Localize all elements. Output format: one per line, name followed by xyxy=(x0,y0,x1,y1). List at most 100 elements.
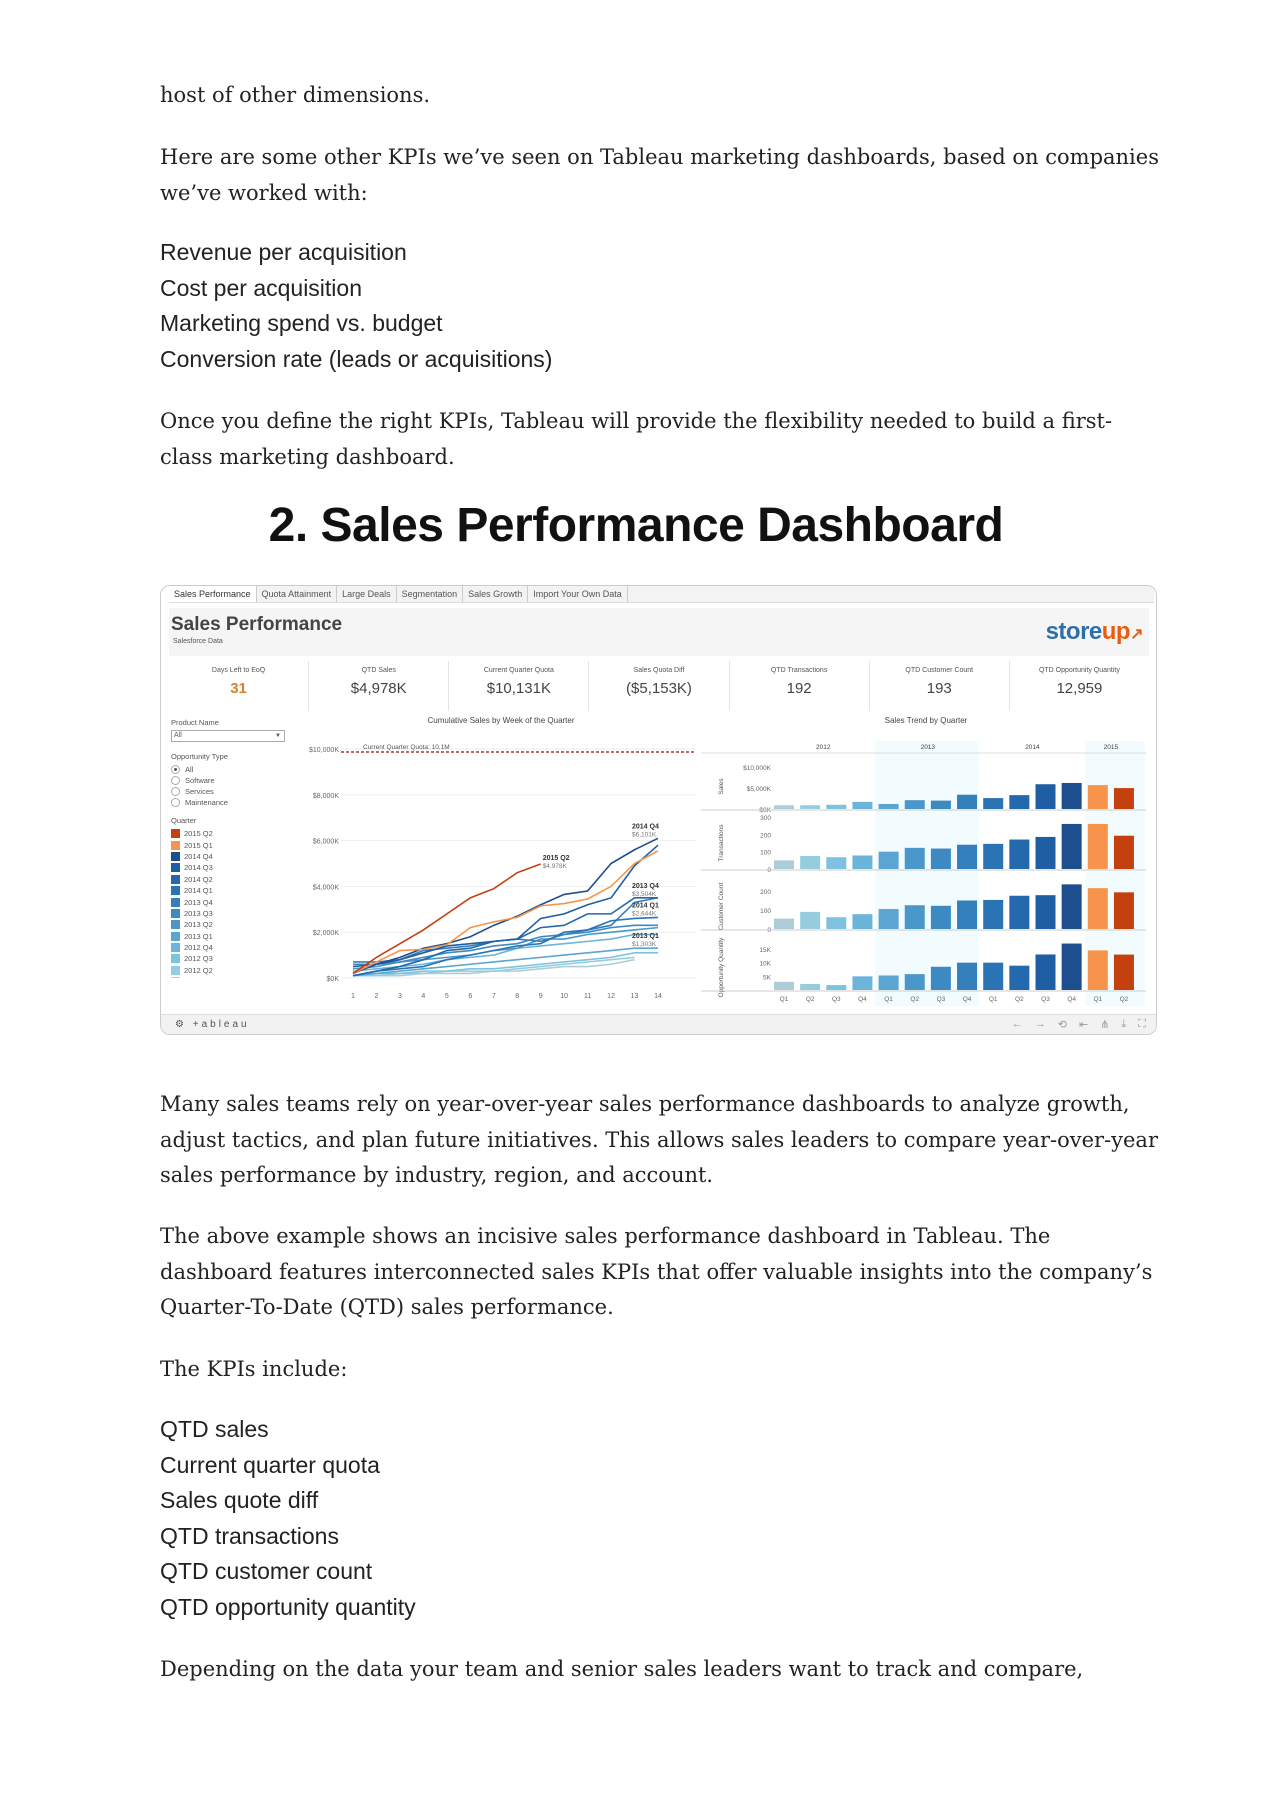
y-tick-label: $0K xyxy=(327,976,340,983)
bar-transactions xyxy=(774,860,794,869)
y-tick-label: $6,000K xyxy=(313,839,339,846)
legend-item[interactable]: 2015 Q2 xyxy=(171,828,306,839)
tab-sales-performance[interactable]: Sales Performance xyxy=(169,586,257,602)
radio-icon xyxy=(171,798,180,807)
bar-sales xyxy=(1061,782,1082,809)
y-tick-label: $2,000K xyxy=(313,930,339,937)
bar-transactions xyxy=(930,848,951,869)
x-tick-label: 8 xyxy=(515,993,519,1000)
radio-icon xyxy=(171,776,180,785)
tab-quota-attainment[interactable]: Quota Attainment xyxy=(257,586,338,602)
fullscreen-icon[interactable]: ⛶ xyxy=(1138,1018,1146,1030)
annotation-label: 2013 Q1 xyxy=(632,933,659,940)
bar-transactions xyxy=(983,843,1004,869)
x-tick-label: Q1 xyxy=(1093,996,1102,1003)
kpi-label: Days Left to EoQ xyxy=(211,667,266,674)
y-tick-label: $10,000K xyxy=(309,747,339,754)
panel-axis-title: Opportunity Quantity xyxy=(718,937,725,997)
tab-import-data[interactable]: Import Your Own Data xyxy=(528,586,628,602)
opportunity-type-radio[interactable]: Maintenance xyxy=(171,797,306,808)
opportunity-type-radio[interactable]: Services xyxy=(171,786,306,797)
panel-axis-title: Customer Count xyxy=(718,883,725,931)
series-line-2012-q3 xyxy=(352,952,658,977)
product-name-dropdown[interactable]: All ▼ xyxy=(171,730,285,742)
bar-sales xyxy=(1113,788,1134,809)
radio-icon xyxy=(171,787,180,796)
bar-transactions xyxy=(852,855,873,869)
x-tick-label: 6 xyxy=(468,993,472,1000)
filter-panel: Product Name All ▼ Opportunity Type All So… xyxy=(171,716,306,978)
x-tick-label: 14 xyxy=(654,993,662,1000)
legend-item[interactable]: 2014 Q4 xyxy=(171,851,306,862)
chevron-down-icon: ▼ xyxy=(275,733,281,739)
paragraph: The above example shows an incisive sale… xyxy=(160,1224,1153,1319)
legend-item[interactable]: 2012 Q1 xyxy=(171,976,306,978)
storeup-logo: storeup↗ xyxy=(1045,618,1144,645)
bar-customer-count xyxy=(1035,895,1056,929)
cumulative-sales-line-chart: Cumulative Sales by Week of the Quarter $… xyxy=(309,716,696,1000)
legend-item[interactable]: 2013 Q1 xyxy=(171,931,306,942)
legend-swatch xyxy=(171,977,180,978)
undo-icon[interactable]: ← xyxy=(1011,1018,1023,1030)
legend-item[interactable]: 2012 Q4 xyxy=(171,942,306,953)
tab-large-deals[interactable]: Large Deals xyxy=(337,586,397,602)
quarter-legend-title: Quarter xyxy=(171,816,197,825)
bar-opportunity-quantity xyxy=(983,962,1004,990)
x-tick-label: Q3 xyxy=(832,996,841,1003)
kpi-value: 12,959 xyxy=(1056,680,1103,697)
y-tick-label: $8,000K xyxy=(313,793,339,800)
series-line-2013-q3 xyxy=(353,924,658,966)
bar-customer-count xyxy=(983,899,1004,929)
opportunity-type-radio[interactable]: All xyxy=(171,764,306,775)
legend-item[interactable]: 2012 Q3 xyxy=(171,953,306,964)
bar-sales xyxy=(852,801,873,809)
revert-icon[interactable]: ⟲ xyxy=(1057,1019,1067,1031)
x-tick-label: Q3 xyxy=(937,996,946,1003)
list-item: Cost per acquisition xyxy=(160,274,362,301)
legend-swatch xyxy=(171,954,180,964)
annotation-value: $1,303K xyxy=(632,941,657,948)
kpi-value: 193 xyxy=(926,680,952,697)
bar-sales xyxy=(1087,785,1108,809)
bar-opportunity-quantity xyxy=(957,962,978,990)
year-label: 2015 xyxy=(1104,744,1119,751)
legend-item[interactable]: 2013 Q2 xyxy=(171,919,306,930)
legend-item[interactable]: 2014 Q1 xyxy=(171,885,306,896)
dashboard-header: Sales Performance Salesforce Data storeu… xyxy=(169,608,1149,656)
opportunity-type-radio[interactable]: Software xyxy=(171,775,306,786)
legend-item[interactable]: 2012 Q2 xyxy=(171,965,306,976)
bar-customer-count xyxy=(800,911,821,929)
bar-opportunity-quantity xyxy=(1035,954,1056,990)
bar-transactions xyxy=(878,851,899,869)
series-line-2015-q2 xyxy=(352,863,541,975)
legend-item[interactable]: 2013 Q3 xyxy=(171,908,306,919)
bar-opportunity-quantity xyxy=(852,976,873,990)
tab-sales-growth[interactable]: Sales Growth xyxy=(463,586,529,602)
bar-sales xyxy=(878,803,899,809)
kpi-list-marketing: Revenue per acquisition Cost per acquisi… xyxy=(160,235,552,377)
bar-sales xyxy=(1009,795,1030,809)
reset-icon[interactable]: ⇤ xyxy=(1078,1019,1089,1031)
tab-segmentation[interactable]: Segmentation xyxy=(397,586,464,602)
legend-swatch xyxy=(171,897,180,907)
annotation-value: $3,504K xyxy=(632,891,657,898)
legend-item[interactable]: 2014 Q3 xyxy=(171,862,306,873)
legend-item[interactable]: 2015 Q1 xyxy=(171,839,306,850)
kpi-card: Sales Quota Diff ($5,153K) xyxy=(589,661,730,711)
bar-transactions xyxy=(1087,823,1108,869)
tableau-toolbar: ⚙ +ableau ← → ⟲ ⇤ ⋔ ⤓ ⛶ xyxy=(161,1014,1156,1034)
legend-swatch xyxy=(171,851,180,861)
annotation-label: 2015 Q2 xyxy=(543,855,570,862)
kpi-card: Days Left to EoQ 31 xyxy=(169,661,310,711)
legend-item[interactable]: 2013 Q4 xyxy=(171,896,306,907)
share-icon[interactable]: ⋔ xyxy=(1100,1019,1110,1031)
list-item: Current quarter quota xyxy=(160,1451,380,1478)
year-label: 2013 xyxy=(921,744,936,751)
redo-icon[interactable]: → xyxy=(1034,1018,1046,1030)
download-icon[interactable]: ⤓ xyxy=(1121,1018,1127,1030)
bar-opportunity-quantity xyxy=(826,985,847,990)
paragraph: host of other dimensions. xyxy=(160,83,431,107)
radio-icon xyxy=(171,765,180,774)
bar-sales xyxy=(774,805,794,809)
legend-item[interactable]: 2014 Q2 xyxy=(171,874,306,885)
